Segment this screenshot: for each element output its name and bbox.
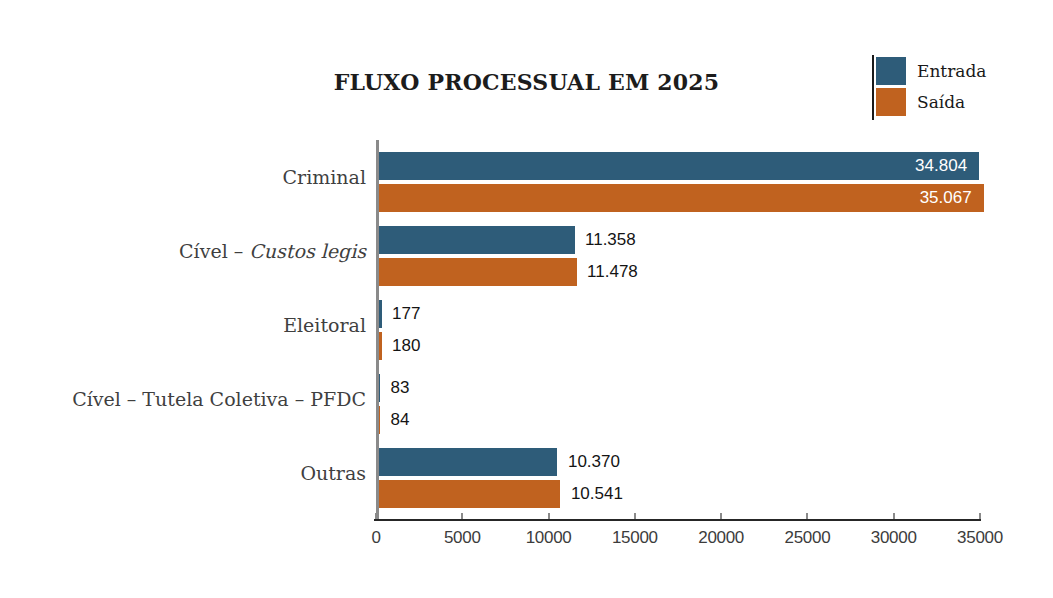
legend-label-entrada: Entrada — [917, 61, 986, 81]
x-axis-tick-label: 25000 — [762, 528, 852, 548]
bar-saida — [379, 332, 382, 360]
bar-entrada — [379, 448, 558, 476]
legend-label-saida: Saída — [917, 92, 965, 112]
x-axis-tick — [893, 513, 895, 519]
category-label: Cível – Custos legis — [0, 238, 366, 264]
bar-entrada — [379, 300, 382, 328]
bar-saida — [379, 480, 561, 508]
x-axis-tick-label: 20000 — [676, 528, 766, 548]
x-axis-tick — [375, 513, 377, 519]
bar-value-label-saida: 10.541 — [571, 480, 623, 508]
x-axis-tick — [979, 513, 981, 519]
bar-value-label-saida: 180 — [392, 332, 420, 360]
bar-saida — [379, 406, 380, 434]
bar-value-label-entrada: 10.370 — [568, 448, 620, 476]
bar-value-label-saida: 35.067 — [379, 184, 972, 212]
category-label: Eleitoral — [0, 312, 366, 338]
legend-entry-entrada: Entrada — [876, 57, 986, 85]
category-label: Outras — [0, 460, 366, 486]
chart-canvas: FLUXO PROCESSUAL EM 2025 Entrada Saída 0… — [0, 0, 1053, 598]
bar-entrada — [379, 374, 380, 402]
x-axis-tick-label: 5000 — [417, 528, 507, 548]
bar-value-label-entrada: 177 — [392, 300, 420, 328]
legend-entry-saida: Saída — [876, 88, 965, 116]
legend-divider-line — [872, 55, 874, 120]
bar-value-label-saida: 11.478 — [587, 258, 638, 286]
x-axis-tick — [548, 513, 550, 519]
x-axis-tick-label: 30000 — [849, 528, 939, 548]
x-axis-tick-label: 35000 — [935, 528, 1025, 548]
category-label-text: Cível – — [179, 240, 249, 262]
category-label-italic-text: Custos legis — [249, 240, 366, 262]
bar-value-label-saida: 84 — [390, 406, 409, 434]
legend-swatch-entrada — [876, 57, 906, 85]
x-axis-tick — [806, 513, 808, 519]
x-axis-tick — [461, 513, 463, 519]
bar-value-label-entrada: 83 — [390, 374, 409, 402]
legend-swatch-saida — [876, 88, 906, 116]
x-axis-tick — [720, 513, 722, 519]
category-label: Criminal — [0, 164, 366, 190]
bar-saida — [379, 258, 577, 286]
bar-value-label-entrada: 11.358 — [585, 226, 636, 254]
category-label: Cível – Tutela Coletiva – PFDC — [0, 386, 366, 412]
x-axis-line — [374, 519, 981, 521]
x-axis-tick — [634, 513, 636, 519]
x-axis-tick-label: 0 — [331, 528, 421, 548]
bar-entrada — [379, 226, 575, 254]
bar-value-label-entrada: 34.804 — [379, 152, 968, 180]
x-axis-tick-label: 15000 — [590, 528, 680, 548]
legend: Entrada Saída — [874, 55, 1044, 121]
x-axis-tick-label: 10000 — [504, 528, 594, 548]
plot-area: 0500010000150002000025000300003500034.80… — [376, 140, 980, 520]
